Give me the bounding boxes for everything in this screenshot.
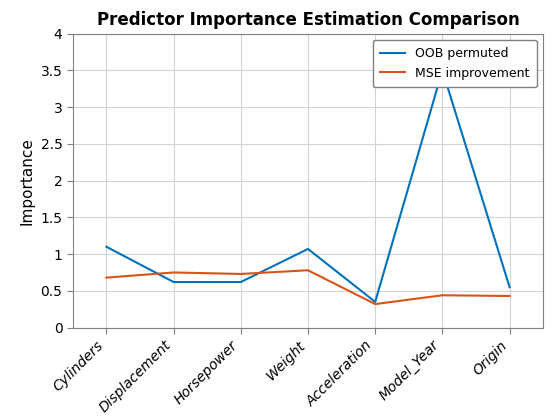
MSE improvement bbox=[439, 293, 446, 298]
Legend: OOB permuted, MSE improvement: OOB permuted, MSE improvement bbox=[372, 40, 537, 87]
Line: MSE improvement: MSE improvement bbox=[106, 270, 510, 304]
OOB permuted bbox=[103, 244, 110, 249]
Title: Predictor Importance Estimation Comparison: Predictor Importance Estimation Comparis… bbox=[97, 11, 519, 29]
OOB permuted bbox=[506, 285, 513, 290]
MSE improvement bbox=[237, 271, 244, 276]
Line: OOB permuted: OOB permuted bbox=[106, 70, 510, 302]
MSE improvement bbox=[506, 294, 513, 299]
MSE improvement bbox=[170, 270, 177, 275]
MSE improvement bbox=[372, 302, 379, 307]
OOB permuted bbox=[439, 68, 446, 73]
OOB permuted bbox=[305, 247, 311, 252]
OOB permuted bbox=[372, 299, 379, 304]
OOB permuted bbox=[237, 280, 244, 285]
MSE improvement bbox=[305, 268, 311, 273]
OOB permuted bbox=[170, 280, 177, 285]
MSE improvement bbox=[103, 275, 110, 280]
Y-axis label: Importance: Importance bbox=[20, 136, 35, 225]
